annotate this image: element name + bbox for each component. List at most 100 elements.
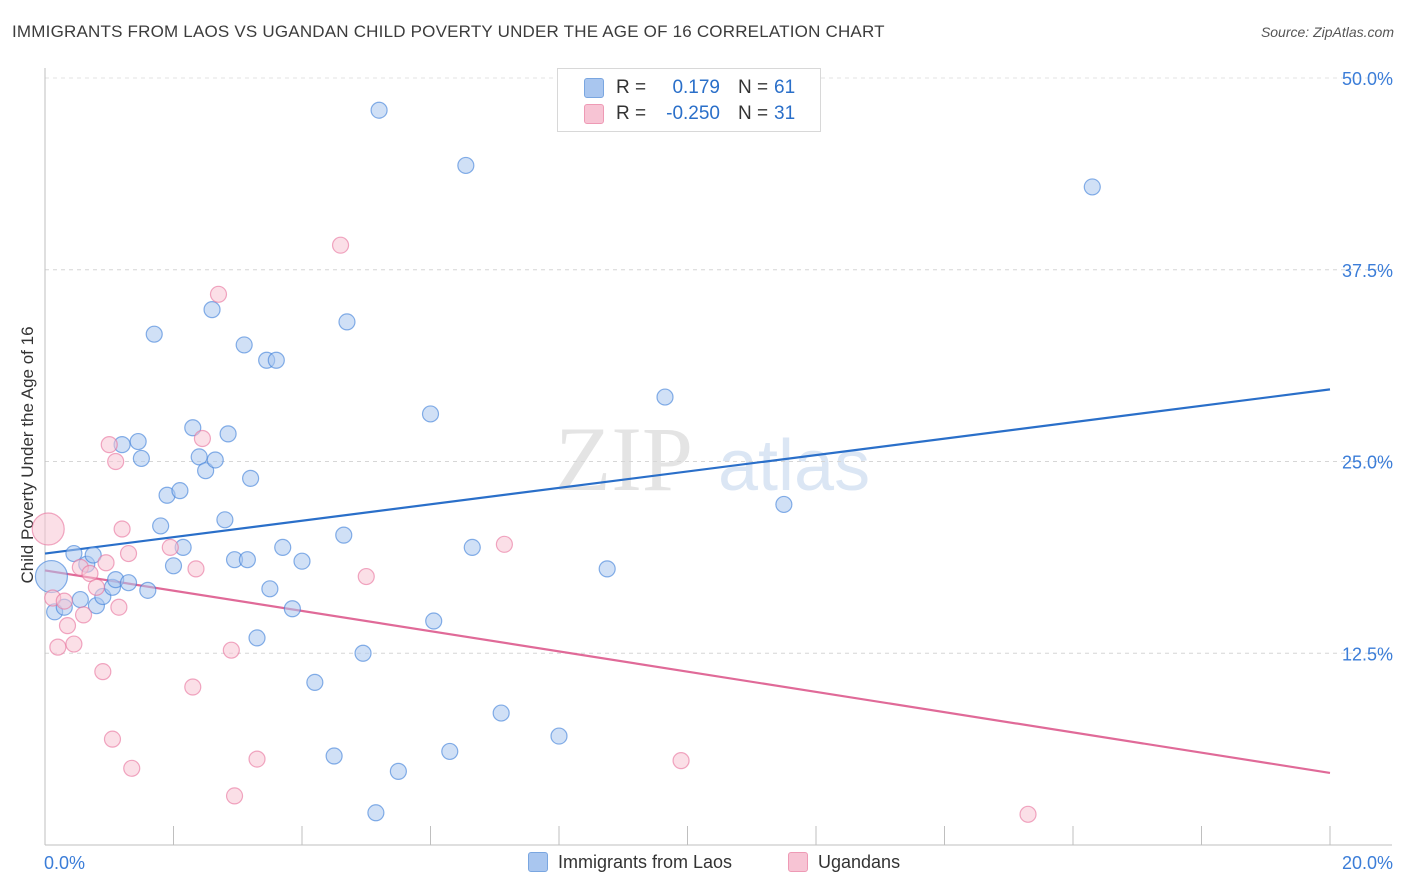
point-ugandans [65,635,83,653]
point-laos [550,727,568,745]
point-laos [457,156,475,175]
point-ugandans [161,538,179,557]
point-ugandans [495,535,513,553]
legend-row-laos: R = 0.179 N = 61 [558,75,820,101]
point-laos [421,405,440,423]
source-label: Source: ZipAtlas.com [1260,24,1394,40]
point-laos [242,469,260,487]
point-ugandans [119,544,138,563]
point-laos [463,538,481,557]
point-laos [206,451,224,469]
legend-swatch-laos [528,852,548,872]
point-laos [338,313,356,331]
legend-r-label: R = [616,103,647,124]
point-ugandans [248,750,266,768]
trend-line-laos [44,388,1331,555]
y-tick-label: 37.5% [1342,261,1393,281]
point-ugandans [55,592,73,610]
point-ugandans [31,512,65,546]
point-ugandans [187,560,205,578]
point-laos [248,629,266,647]
point-laos [354,644,372,662]
legend-n-value: 31 [774,103,796,124]
point-laos [84,546,102,564]
point-ugandans [123,759,141,777]
legend-r-label: R = [616,77,647,98]
legend-n-label: N = [738,103,769,124]
point-laos [235,336,253,354]
point-laos [274,538,292,557]
point-ugandans [209,285,228,303]
point-ugandans [74,606,93,624]
point-laos [306,673,324,691]
trend-line-ugandans [44,569,1331,774]
point-ugandans [184,678,202,696]
y-tick-label: 12.5% [1342,644,1393,664]
point-laos [283,600,301,618]
tick-labels: 12.5% 25.0% 37.5% 50.0% 0.0% 20.0% [44,69,1393,873]
point-ugandans [193,429,212,448]
chart-title: IMMIGRANTS FROM LAOS VS UGANDAN CHILD PO… [12,22,885,41]
legend-swatch-laos [584,78,604,98]
y-tick-label: 50.0% [1342,69,1393,89]
watermark: ZIP atlas [555,408,870,510]
point-ugandans [225,787,244,805]
point-laos [171,482,189,500]
point-ugandans [357,567,375,586]
trend-lines [44,388,1331,774]
x-tick-label: 20.0% [1342,853,1393,873]
point-ugandans [94,663,112,681]
point-laos [203,301,221,319]
point-laos [325,747,343,765]
legend-item-laos: Immigrants from Laos [528,852,732,873]
point-ugandans [97,554,115,572]
data-points [31,101,1101,823]
legend-r-value: 0.179 [672,77,720,98]
point-laos [656,388,674,406]
point-laos [293,552,311,570]
point-laos [139,581,157,599]
point-laos [367,804,385,822]
point-laos [219,425,237,443]
point-laos [335,526,353,544]
axes [44,68,1392,846]
point-ugandans [110,598,128,616]
point-laos [65,544,83,563]
correlation-legend: R = 0.179 N = 61 R = -0.250 N = 31 [557,68,821,132]
point-ugandans [100,436,118,454]
y-tick-label: 25.0% [1342,453,1393,473]
point-laos [152,517,170,535]
point-ugandans [49,638,67,656]
point-laos [492,704,510,722]
point-laos [261,580,279,598]
point-laos [132,449,150,468]
legend-row-ugandans: R = -0.250 N = 31 [558,101,820,127]
point-laos [598,560,616,578]
point-ugandans [113,520,131,538]
point-laos [190,448,208,466]
point-laos [1083,178,1101,196]
point-ugandans [87,578,106,596]
legend-label-ugandans: Ugandans [818,852,901,872]
point-laos [775,495,793,514]
point-laos [425,612,443,630]
point-laos [216,511,234,529]
watermark-atlas: atlas [718,426,870,506]
point-laos [34,559,69,594]
legend-label-laos: Immigrants from Laos [558,852,733,872]
legend-r-value: -0.250 [666,103,720,124]
point-laos [370,101,388,119]
point-ugandans [672,752,690,770]
point-ugandans [58,617,77,635]
legend-n-label: N = [738,77,769,98]
x-tick-label: 0.0% [44,853,85,873]
point-laos [184,419,202,437]
legend-swatch-ugandans [584,104,604,124]
legend-swatch-ugandans [788,852,808,872]
point-laos [389,762,407,780]
point-laos [267,351,285,369]
point-laos [71,590,89,609]
point-ugandans [103,730,122,748]
point-laos [129,432,147,451]
